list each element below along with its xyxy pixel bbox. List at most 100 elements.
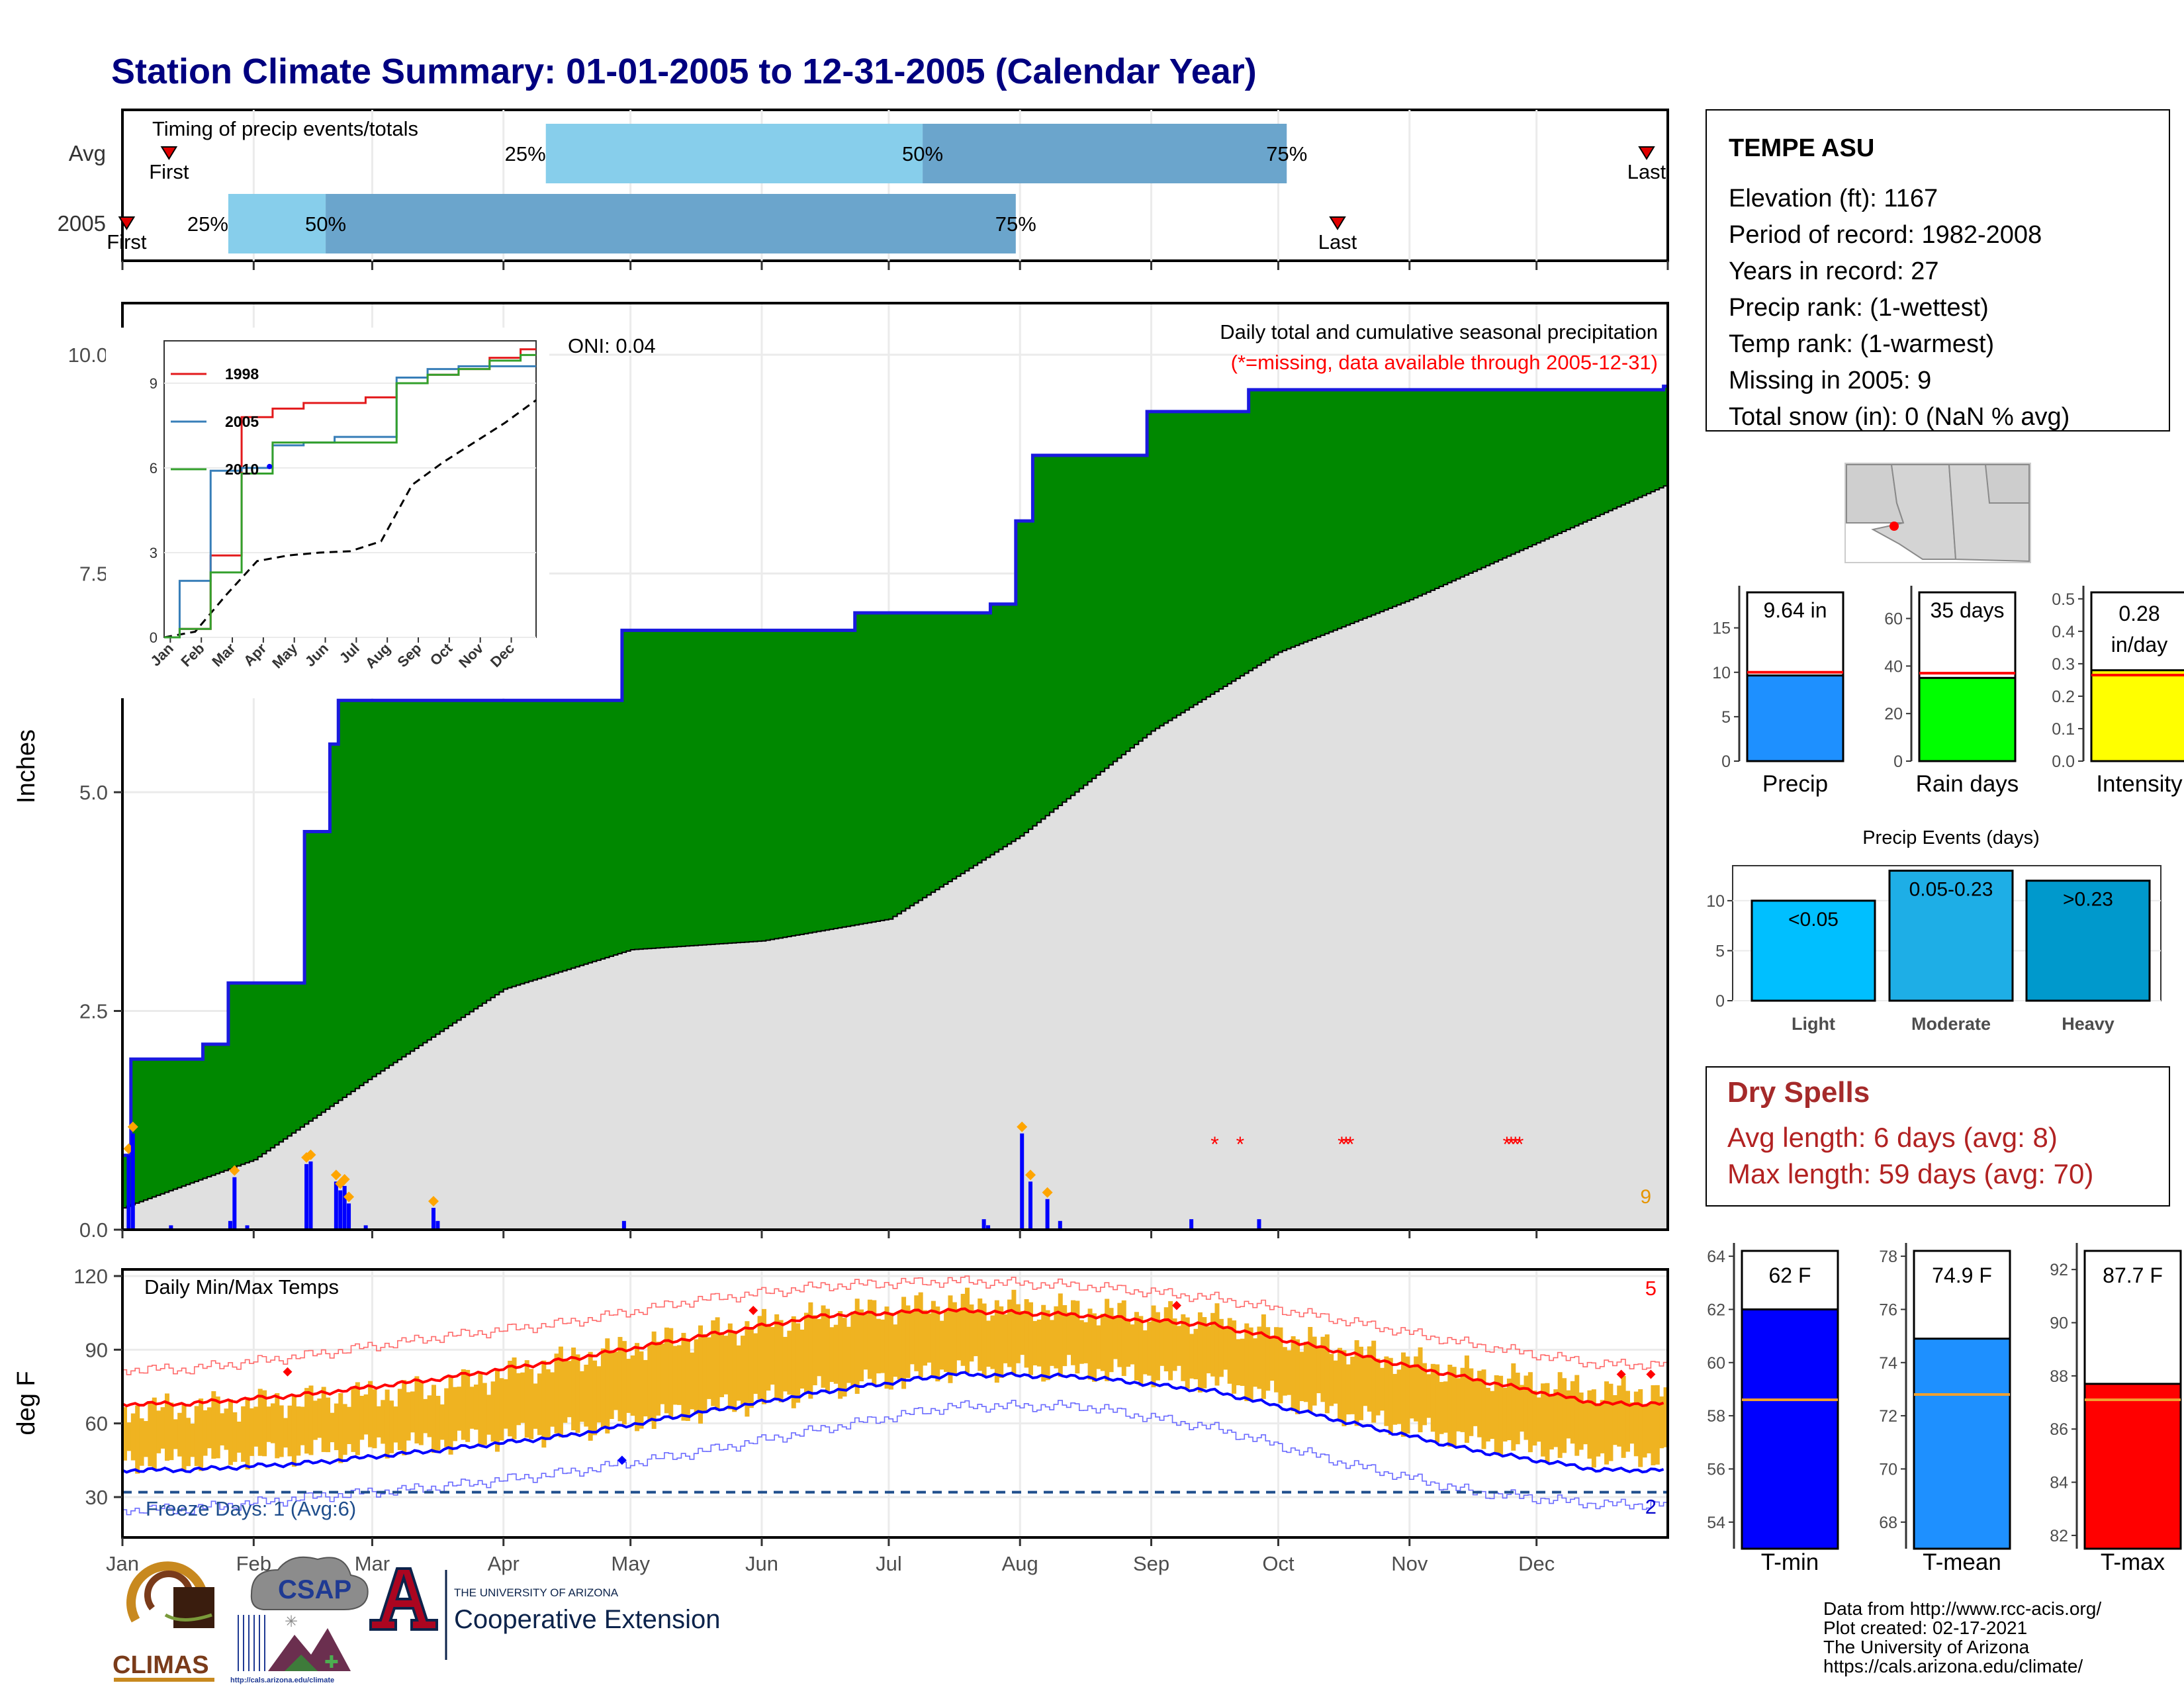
daily-temp-range-bar bbox=[406, 1392, 411, 1441]
daily-temp-range-bar bbox=[859, 1309, 864, 1382]
daily-temp-range-bar bbox=[923, 1310, 928, 1366]
record-low-count: 2 bbox=[1645, 1495, 1657, 1518]
daily-precip-bar bbox=[338, 1190, 343, 1230]
timing-last-marker-label: Last bbox=[1318, 230, 1357, 253]
station-snow: Total snow (in): 0 (NaN % avg) bbox=[1729, 403, 2070, 431]
daily-temp-range-bar bbox=[630, 1355, 635, 1416]
station-name: TEMPE ASU bbox=[1729, 134, 1874, 162]
daily-temp-range-bar bbox=[732, 1330, 737, 1412]
daily-temp-range-bar bbox=[194, 1406, 199, 1467]
daily-temp-range-bar bbox=[621, 1341, 627, 1425]
daily-temp-range-bar bbox=[1015, 1304, 1021, 1363]
daily-temp-range-bar bbox=[516, 1373, 521, 1426]
daily-precip-bar bbox=[1058, 1220, 1062, 1230]
daily-temp-range-bar bbox=[1232, 1320, 1237, 1394]
precip-header: Daily total and cumulative seasonal prec… bbox=[1220, 320, 1658, 343]
precip-ytick-label: 2.5 bbox=[79, 1000, 108, 1023]
daily-temp-range-bar bbox=[842, 1318, 847, 1397]
summary-tick-label: 10 bbox=[1712, 664, 1731, 682]
daily-temp-range-bar bbox=[1011, 1289, 1017, 1375]
daily-temp-range-bar bbox=[1214, 1303, 1220, 1386]
daily-temp-range-bar bbox=[1506, 1378, 1512, 1441]
freeze-days: Freeze Days: 1 (Avg:6) bbox=[146, 1497, 356, 1520]
daily-temp-range-bar bbox=[817, 1318, 822, 1377]
daily-temp-range-bar bbox=[1261, 1314, 1266, 1399]
daily-temp-range-bar bbox=[1659, 1396, 1664, 1449]
daily-temp-range-bar bbox=[1396, 1369, 1402, 1424]
daily-temp-range-bar bbox=[1079, 1320, 1084, 1364]
daily-temp-range-bar bbox=[1295, 1339, 1300, 1414]
daily-precip-bar bbox=[334, 1181, 338, 1230]
daily-temp-range-bar bbox=[126, 1422, 132, 1451]
temp-summary-tick-label: 78 bbox=[1879, 1248, 1897, 1266]
inset-ytick-label: 3 bbox=[150, 545, 158, 561]
station-years: Years in record: 27 bbox=[1729, 257, 1939, 285]
daily-temp-range-bar bbox=[1338, 1348, 1343, 1420]
daily-temp-range-bar bbox=[978, 1298, 983, 1371]
daily-temp-range-bar bbox=[914, 1295, 919, 1371]
daily-temp-range-bar bbox=[190, 1424, 195, 1457]
daily-temp-range-bar bbox=[1485, 1387, 1490, 1441]
daily-temp-range-bar bbox=[308, 1385, 314, 1455]
daily-temp-range-bar bbox=[808, 1302, 813, 1399]
daily-temp-range-bar bbox=[1414, 1356, 1419, 1422]
timing-row-2005-label: 2005 bbox=[58, 211, 106, 236]
daily-temp-range-bar bbox=[1418, 1347, 1423, 1433]
daily-temp-range-bar bbox=[1147, 1322, 1152, 1376]
daily-temp-range-bar bbox=[1524, 1375, 1529, 1440]
daily-temp-range-bar bbox=[478, 1373, 483, 1445]
summary-tick-label: 0.5 bbox=[2052, 590, 2075, 609]
daily-temp-range-bar bbox=[1345, 1364, 1351, 1415]
daily-temp-range-bar bbox=[850, 1311, 856, 1387]
daily-temp-range-bar bbox=[211, 1391, 216, 1459]
summary-category-label: Rain days bbox=[1916, 771, 2019, 797]
month-label: Jun bbox=[745, 1552, 778, 1575]
daily-temp-range-bar bbox=[1257, 1326, 1262, 1389]
daily-temp-range-bar bbox=[389, 1400, 394, 1453]
daily-temp-range-bar bbox=[439, 1404, 445, 1440]
daily-temp-range-bar bbox=[427, 1395, 432, 1438]
daily-temp-range-bar bbox=[1633, 1391, 1639, 1457]
daily-precip-bar bbox=[1028, 1181, 1033, 1230]
daily-temp-range-bar bbox=[1278, 1327, 1283, 1404]
daily-temp-range-bar bbox=[791, 1316, 796, 1408]
record-high-marker bbox=[283, 1367, 293, 1377]
daily-temp-range-bar bbox=[160, 1407, 165, 1449]
inset-current-marker bbox=[267, 463, 273, 469]
daily-precip-marker bbox=[330, 1169, 341, 1181]
record-high-marker bbox=[1646, 1369, 1656, 1379]
daily-temp-range-bar bbox=[1638, 1389, 1643, 1467]
summary-tick-label: 60 bbox=[1884, 610, 1903, 629]
daily-temp-range-bar bbox=[690, 1352, 695, 1410]
daily-temp-range-bar bbox=[326, 1397, 331, 1453]
daily-temp-range-bar bbox=[1168, 1301, 1173, 1381]
daily-temp-range-bar bbox=[884, 1306, 889, 1389]
daily-temp-range-bar bbox=[203, 1410, 208, 1456]
timing-bar-25-50 bbox=[228, 194, 326, 253]
summary-tick-label: 0.2 bbox=[2052, 688, 2075, 706]
month-label: Apr bbox=[488, 1552, 520, 1575]
temp-summary-tick-label: 72 bbox=[1879, 1407, 1897, 1426]
daily-temp-range-bar bbox=[181, 1404, 187, 1472]
dry-spells-box: Dry Spells Avg length: 6 days (avg: 8) M… bbox=[1706, 1066, 2170, 1207]
inset-plot-area bbox=[163, 340, 537, 638]
daily-temp-range-bar bbox=[1629, 1402, 1635, 1444]
inset-ytick-label: 6 bbox=[150, 460, 158, 477]
daily-precip-bar bbox=[981, 1219, 986, 1230]
daily-temp-range-bar bbox=[1642, 1404, 1647, 1458]
daily-temp-range-bar bbox=[304, 1388, 310, 1454]
daily-temp-range-bar bbox=[1566, 1390, 1571, 1439]
daily-temp-range-bar bbox=[1185, 1317, 1190, 1389]
temp-summary-bar-T-max bbox=[2083, 1383, 2182, 1550]
daily-temp-range-bar bbox=[888, 1312, 893, 1390]
daily-temp-range-bar bbox=[164, 1393, 169, 1461]
temp-ytick-label: 60 bbox=[85, 1412, 108, 1436]
daily-temp-range-bar bbox=[1511, 1363, 1516, 1451]
daily-temp-range-bar bbox=[330, 1412, 335, 1443]
daily-temp-range-bar bbox=[241, 1406, 246, 1462]
timing-label-25: 25% bbox=[187, 212, 228, 236]
inset-ytick-label: 9 bbox=[150, 375, 158, 392]
daily-temp-range-bar bbox=[1176, 1326, 1181, 1366]
daily-temp-range-bar bbox=[698, 1325, 704, 1424]
